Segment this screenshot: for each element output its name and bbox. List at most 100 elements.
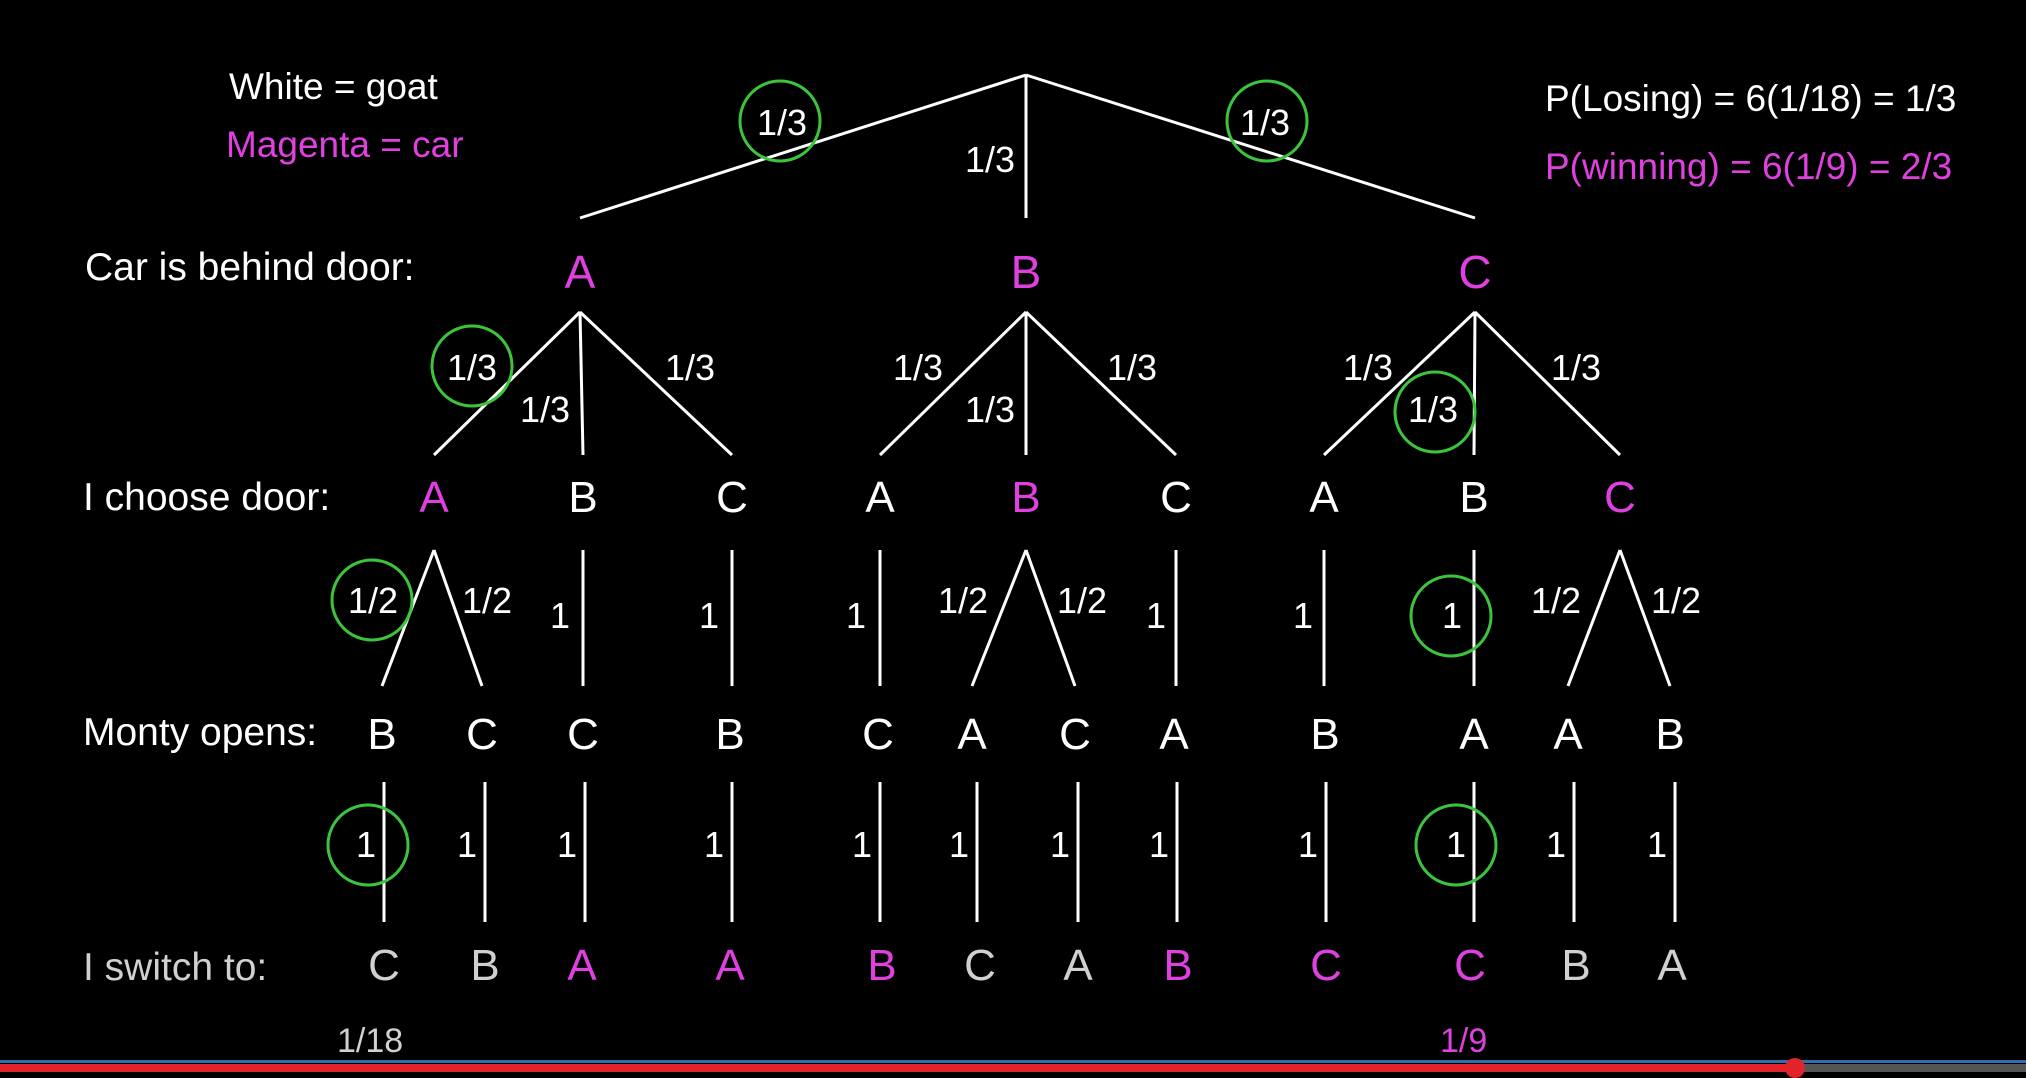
prob-losing: P(Losing) = 6(1/18) = 1/3 — [1545, 78, 1957, 119]
prob-choose-7: 1/3 — [1407, 389, 1459, 430]
prob-switch-9: 1 — [1445, 824, 1467, 865]
monty-opens-4: C — [862, 710, 894, 759]
prob-monty-1: 1/2 — [461, 580, 513, 621]
prob-choose-2: 1/3 — [664, 347, 716, 388]
prob-switch-11: 1 — [1646, 824, 1668, 865]
branch-monty-1 — [432, 549, 484, 687]
switch-door-9: C — [1454, 941, 1486, 990]
prob-car-B: 1/3 — [964, 139, 1016, 180]
prob-choose-6: 1/3 — [1342, 347, 1394, 388]
monty-opens-9: A — [1459, 710, 1489, 759]
highlight-circle-switch-C2 — [1414, 803, 1498, 887]
row-label-switch: I switch to: — [83, 946, 268, 989]
bottom-value-win: 1/9 — [1440, 1022, 1488, 1060]
video-progress-bar[interactable] — [0, 1058, 2026, 1078]
monty-opens-8: B — [1310, 710, 1340, 759]
prob-monty-2: 1 — [549, 595, 571, 636]
switch-door-4: B — [867, 941, 897, 990]
switch-door-2: A — [567, 941, 597, 990]
prob-car-C: 1/3 — [1239, 102, 1291, 143]
choose-door-8: C — [1604, 473, 1636, 522]
prob-switch-2: 1 — [556, 824, 578, 865]
switch-door-7: B — [1163, 941, 1193, 990]
branch-monty-6 — [1024, 549, 1077, 687]
branch-monty-10 — [1566, 549, 1622, 687]
switch-door-10: B — [1561, 941, 1591, 990]
prob-choose-5: 1/3 — [1106, 347, 1158, 388]
prob-choose-4: 1/3 — [964, 389, 1016, 430]
video-divider — [0, 1060, 2026, 1063]
branch-choose-8 — [1473, 310, 1622, 457]
car-door-A: A — [564, 246, 596, 298]
monty-opens-1: C — [466, 710, 498, 759]
switch-door-11: A — [1657, 941, 1687, 990]
prob-switch-5: 1 — [948, 824, 970, 865]
video-scrubber-handle[interactable] — [1785, 1058, 1806, 1078]
choose-door-5: C — [1160, 473, 1192, 522]
prob-monty-11: 1/2 — [1650, 580, 1702, 621]
monty-opens-3: B — [715, 710, 745, 759]
highlight-circle-monty-A — [1409, 574, 1493, 658]
switch-door-1: B — [470, 941, 500, 990]
monty-opens-7: A — [1159, 710, 1189, 759]
switch-door-6: A — [1063, 941, 1093, 990]
prob-switch-8: 1 — [1297, 824, 1319, 865]
prob-choose-8: 1/3 — [1550, 347, 1602, 388]
choose-door-2: C — [716, 473, 748, 522]
prob-switch-1: 1 — [456, 824, 478, 865]
choose-door-0: A — [419, 473, 449, 522]
monty-opens-5: A — [957, 710, 987, 759]
bottom-value-lose: 1/18 — [337, 1022, 404, 1060]
branch-choose-6 — [1322, 310, 1477, 457]
prob-monty-3: 1 — [698, 595, 720, 636]
highlight-circle-car-C — [1225, 79, 1309, 163]
row-label-car: Car is behind door: — [85, 246, 415, 289]
prob-switch-6: 1 — [1049, 824, 1071, 865]
car-door-B: B — [1010, 246, 1042, 298]
prob-monty-8: 1 — [1292, 595, 1314, 636]
branch-monty-11 — [1618, 549, 1672, 687]
branch-choose-7 — [1472, 311, 1477, 456]
choose-door-1: B — [568, 473, 598, 522]
monty-opens-10: A — [1553, 710, 1583, 759]
prob-choose-0: 1/3 — [446, 347, 498, 388]
choose-door-4: B — [1011, 473, 1041, 522]
monty-opens-11: B — [1655, 710, 1685, 759]
choose-door-3: A — [865, 473, 895, 522]
prob-monty-5: 1/2 — [937, 580, 989, 621]
branch-choose-5 — [1024, 310, 1178, 457]
row-label-choose: I choose door: — [83, 476, 331, 519]
prob-car-A: 1/3 — [756, 102, 808, 143]
branch-choose-3 — [878, 310, 1028, 457]
branch-choose-1 — [578, 311, 585, 456]
prob-winning: P(winning) = 6(1/9) = 2/3 — [1545, 146, 1953, 187]
prob-switch-4: 1 — [851, 824, 873, 865]
car-door-C: C — [1458, 246, 1492, 298]
branch-monty-5 — [970, 549, 1028, 687]
monty-opens-6: C — [1059, 710, 1091, 759]
highlight-circle-car-A — [738, 79, 822, 163]
highlight-circle-choose-A — [430, 324, 514, 408]
choose-door-6: A — [1309, 473, 1339, 522]
monty-opens-0: B — [367, 710, 397, 759]
branch-root-C — [1025, 73, 1476, 220]
monty-opens-2: C — [567, 710, 599, 759]
prob-switch-3: 1 — [703, 824, 725, 865]
prob-choose-1: 1/3 — [519, 389, 571, 430]
highlight-circle-switch-C — [326, 803, 410, 887]
prob-switch-7: 1 — [1148, 824, 1170, 865]
prob-monty-0: 1/2 — [347, 580, 399, 621]
highlight-circle-choose-CB — [1393, 370, 1477, 454]
highlight-circle-monty-B — [330, 558, 414, 642]
branch-choose-2 — [578, 310, 734, 457]
legend-car: Magenta = car — [226, 124, 464, 165]
prob-monty-9: 1 — [1441, 595, 1463, 636]
prob-monty-7: 1 — [1145, 595, 1167, 636]
switch-door-5: C — [964, 941, 996, 990]
row-label-monty: Monty opens: — [83, 711, 318, 754]
switch-door-8: C — [1310, 941, 1342, 990]
prob-switch-10: 1 — [1545, 824, 1567, 865]
prob-monty-4: 1 — [845, 595, 867, 636]
